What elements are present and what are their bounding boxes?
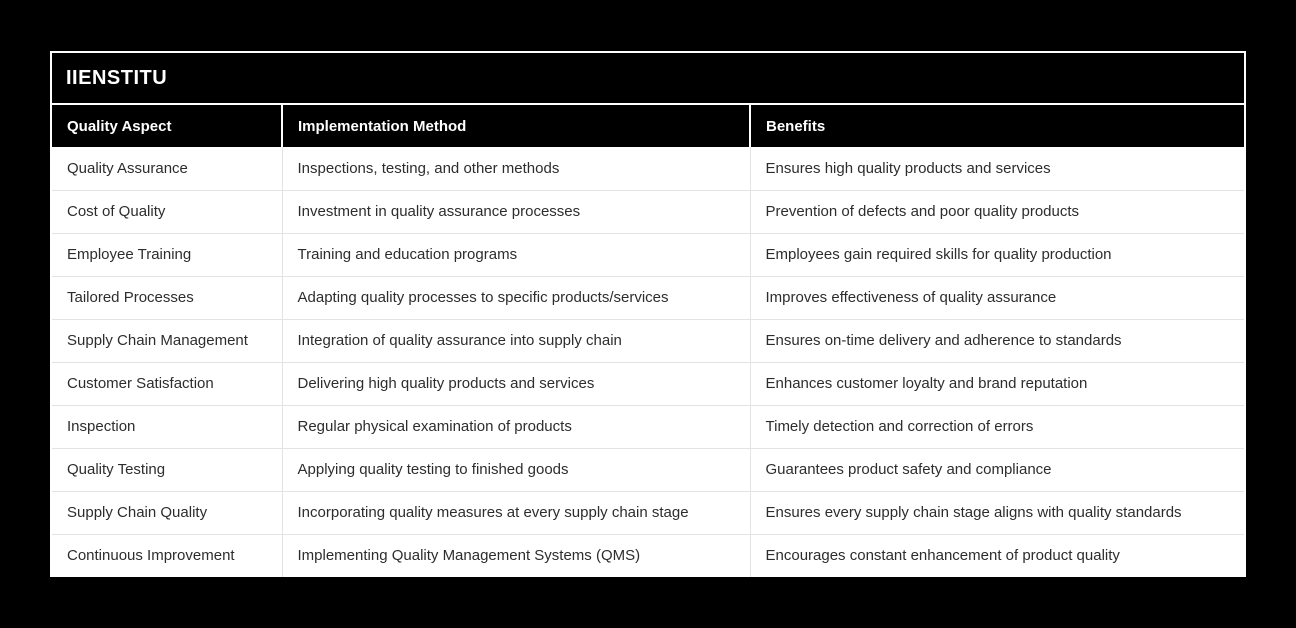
table-row: Employee Training Training and education … <box>52 232 1244 276</box>
table-cell: Integration of quality assurance into su… <box>281 318 750 362</box>
table-header-row: Quality Aspect Implementation Method Ben… <box>52 105 1244 147</box>
table-body: Quality Assurance Inspections, testing, a… <box>52 147 1244 577</box>
table-cell: Prevention of defects and poor quality p… <box>749 189 1244 233</box>
table-row: Inspection Regular physical examination o… <box>52 404 1244 448</box>
table-cell: Delivering high quality products and ser… <box>281 361 750 405</box>
table-cell: Implementing Quality Management Systems … <box>281 533 750 577</box>
table-cell: Ensures every supply chain stage aligns … <box>749 490 1244 534</box>
table-cell: Quality Assurance <box>52 147 282 190</box>
table-cell: Timely detection and correction of error… <box>749 404 1244 448</box>
table-cell: Cost of Quality <box>52 189 282 233</box>
table-cell: Employee Training <box>52 232 282 276</box>
table-cell: Encourages constant enhancement of produ… <box>749 533 1244 577</box>
column-header-implementation-method: Implementation Method <box>281 105 750 147</box>
table-card: IIENSTITU Quality Aspect Implementation … <box>50 51 1246 577</box>
column-header-quality-aspect: Quality Aspect <box>52 105 282 147</box>
table-row: Quality Testing Applying quality testing … <box>52 447 1244 491</box>
table-cell: Ensures high quality products and servic… <box>749 147 1244 190</box>
table-cell: Improves effectiveness of quality assura… <box>749 275 1244 319</box>
column-header-benefits: Benefits <box>749 105 1244 147</box>
table-cell: Supply Chain Quality <box>52 490 282 534</box>
table-cell: Adapting quality processes to specific p… <box>281 275 750 319</box>
table-row: Supply Chain Quality Incorporating qualit… <box>52 490 1244 534</box>
table-cell: Customer Satisfaction <box>52 361 282 405</box>
table-row: Continuous Improvement Implementing Quali… <box>52 533 1244 577</box>
table-cell: Applying quality testing to finished goo… <box>281 447 750 491</box>
quality-table: Quality Aspect Implementation Method Ben… <box>52 105 1244 577</box>
brand-title: IIENSTITU <box>66 66 168 89</box>
table-cell: Ensures on-time delivery and adherence t… <box>749 318 1244 362</box>
table-cell: Enhances customer loyalty and brand repu… <box>749 361 1244 405</box>
table-cell: Tailored Processes <box>52 275 282 319</box>
table-cell: Inspection <box>52 404 282 448</box>
brand-title-bar: IIENSTITU <box>52 53 1244 103</box>
table-cell: Training and education programs <box>281 232 750 276</box>
table-cell: Regular physical examination of products <box>281 404 750 448</box>
table-cell: Investment in quality assurance processe… <box>281 189 750 233</box>
table-cell: Guarantees product safety and compliance <box>749 447 1244 491</box>
table-cell: Quality Testing <box>52 447 282 491</box>
table-cell: Inspections, testing, and other methods <box>281 147 750 190</box>
table-row: Customer Satisfaction Delivering high qua… <box>52 361 1244 405</box>
table-cell: Employees gain required skills for quali… <box>749 232 1244 276</box>
table-cell: Continuous Improvement <box>52 533 282 577</box>
table-row: Tailored Processes Adapting quality proce… <box>52 275 1244 319</box>
table-cell: Incorporating quality measures at every … <box>281 490 750 534</box>
table-row: Cost of Quality Investment in quality ass… <box>52 189 1244 233</box>
table-row: Supply Chain Management Integration of qu… <box>52 318 1244 362</box>
table-cell: Supply Chain Management <box>52 318 282 362</box>
table-row: Quality Assurance Inspections, testing, a… <box>52 147 1244 190</box>
